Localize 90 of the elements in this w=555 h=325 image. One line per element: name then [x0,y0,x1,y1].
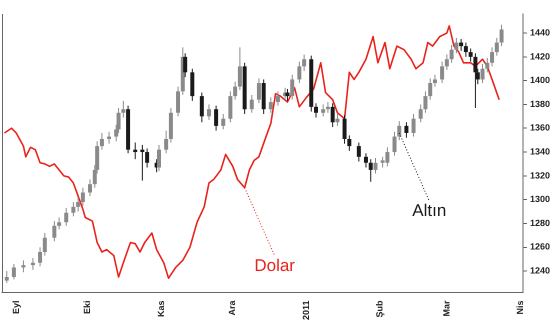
candlestick [373,158,378,174]
candlestick [21,260,26,273]
candlestick [480,63,485,84]
candlestick [297,61,302,84]
candlestick [64,207,68,226]
candlestick [88,178,92,197]
candlestick [485,58,490,73]
candlestick [397,120,402,141]
candlestick [454,37,458,54]
candlestick [214,105,218,132]
candlestick [342,114,347,144]
x-tick-label: Nis [515,300,526,314]
candlestick [233,81,238,100]
candlestick [440,61,444,84]
candlestick [347,134,352,152]
candlestick [428,78,432,100]
candlestick [459,38,464,52]
candlestick [100,132,104,150]
y-tick-label: 1360 [530,122,550,133]
candlestick [368,158,373,182]
candlestick [157,144,162,172]
y-tick-label: 1280 [530,218,550,228]
candlestick [190,68,194,102]
candlestick [404,122,408,138]
x-tick-label: Kas [156,300,166,317]
candlestick [290,74,294,100]
candlestick [335,113,340,126]
candlestick [250,94,254,114]
candlestick [418,104,423,123]
candlestick [71,202,76,217]
candlestick [121,100,126,118]
annotation: Altın [412,201,446,220]
candlestick [52,220,56,242]
y-tick-label: 1300 [530,194,550,204]
y-tick-label: 1440 [530,28,550,38]
candlestick [490,46,494,67]
candlestick [145,148,150,168]
candlestick [314,102,318,118]
candlestick [30,257,35,270]
candlestick [221,113,226,130]
y-tick-label: 1240 [530,266,550,276]
candlestick [76,196,80,212]
candlestick [364,152,368,168]
candlestick [164,130,168,154]
y-tick-label: 1340 [530,146,550,157]
candlestick [450,44,454,64]
candlestick [432,74,437,88]
candlestick [42,232,47,256]
y-tick-label: 1420 [530,51,550,62]
candlestick [276,90,280,106]
candlestick [412,113,416,138]
candlestick [468,48,473,62]
candlestick [500,24,504,47]
x-tick-label: Eki [82,300,92,314]
candlestick [80,187,85,206]
candlestick [140,144,144,182]
x-tick-label: Ara [227,299,238,316]
candlestick [206,104,211,120]
candlestick [107,131,112,144]
x-tick-label: Şub [374,300,385,318]
candlestick [256,78,261,104]
candlestick [238,46,242,91]
y-tick-label: 1380 [530,98,550,109]
candlestick [356,142,361,162]
candlestick [57,217,62,230]
candlestick [12,263,16,280]
candlestick [268,96,273,114]
candlestick [392,131,397,156]
x-tick-label: 2011 [300,300,311,320]
candlestick [228,90,232,123]
candlestick [183,52,188,78]
candlestick [494,37,499,56]
x-tick-label: Mar [441,300,452,316]
candlestick [444,54,449,70]
annotation: Dolar [254,256,296,275]
candlestick [200,92,204,123]
candlestick [133,142,138,160]
y-tick-label: 1320 [530,170,550,180]
candlestick [38,246,42,267]
candlestick [302,54,306,72]
y-tick-label: 1260 [530,242,550,252]
candlestick [4,270,9,284]
candlestick [321,104,326,117]
candlestick [464,42,468,58]
y-tick-label: 1400 [530,75,550,86]
x-tick-label: Eyl [10,300,21,314]
candlestick [330,102,335,128]
candlestick [473,52,478,109]
candlestick [423,90,428,114]
candlestick [176,86,180,117]
